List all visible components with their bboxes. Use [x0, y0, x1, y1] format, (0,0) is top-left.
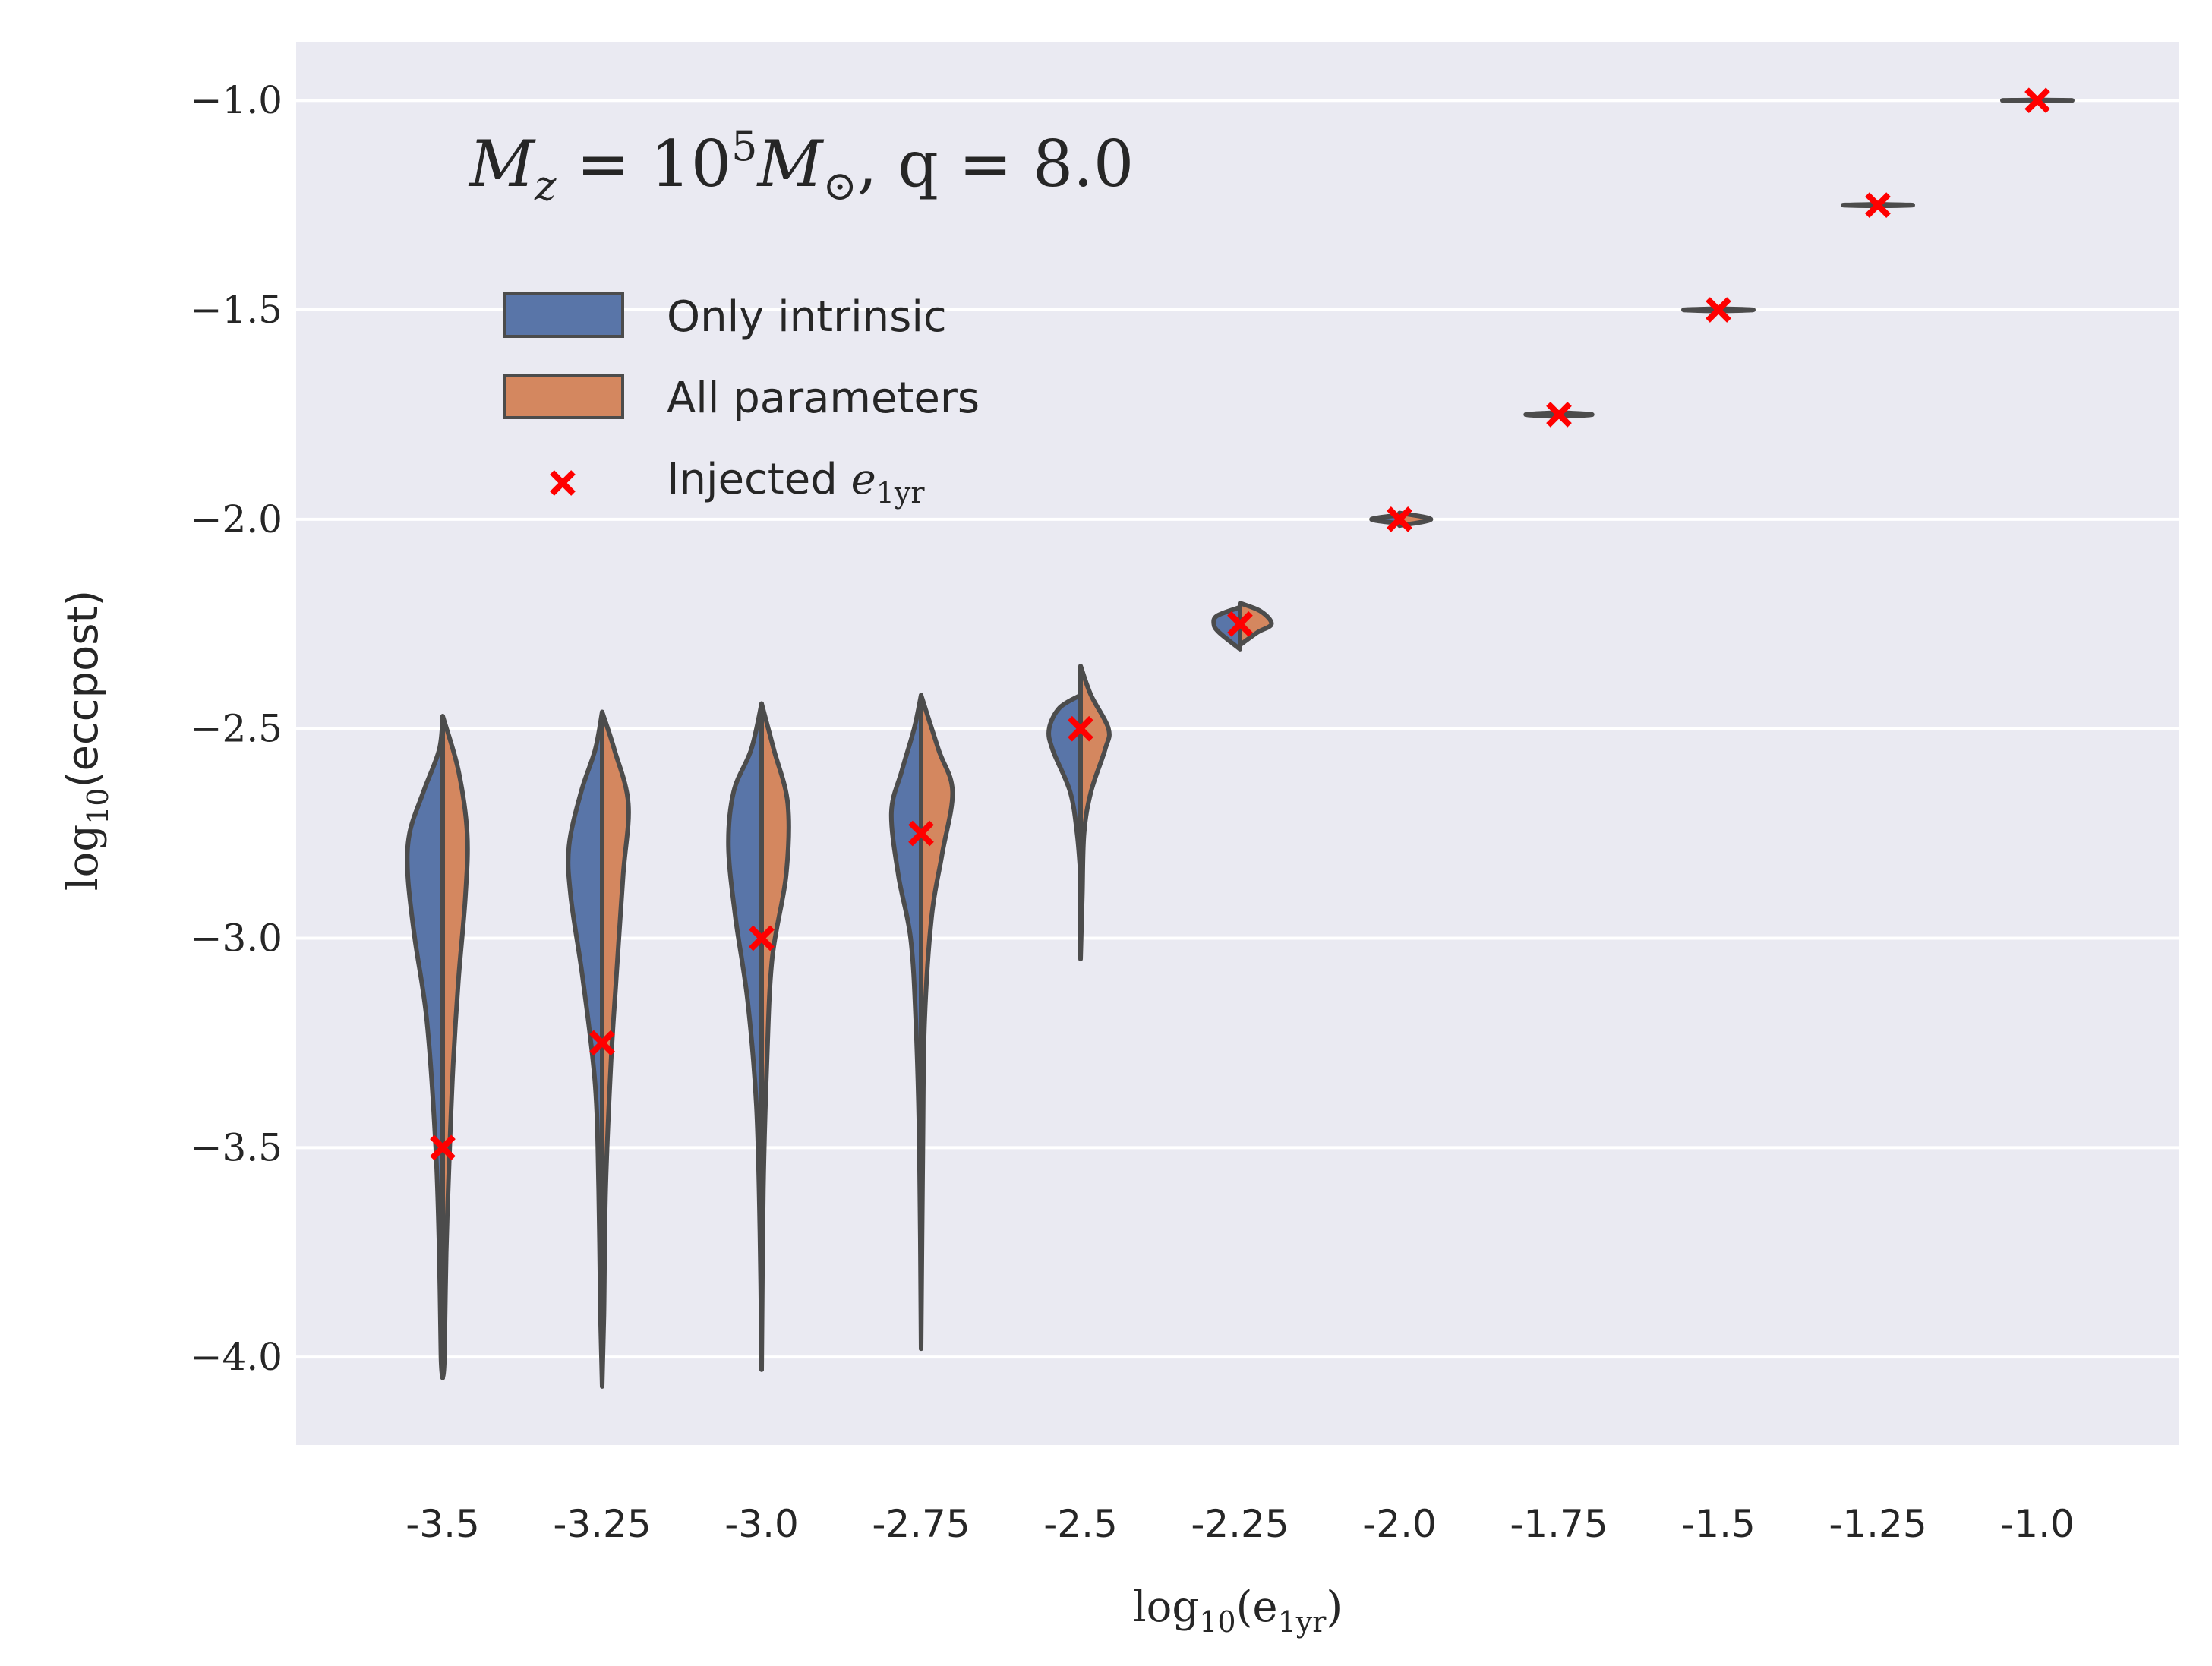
y-axis-label: log10(eccpost)	[58, 590, 115, 891]
injected-marker	[2024, 87, 2050, 114]
injected-marker	[908, 820, 934, 847]
x-tick-label: -1.25	[1829, 1502, 1926, 1546]
y-tick-label: −2.0	[191, 497, 282, 541]
plot-background	[296, 42, 2179, 1445]
legend-label-all-parameters: All parameters	[667, 374, 980, 423]
violin-half-all-parameters	[440, 714, 470, 1380]
legend-marker-injected	[550, 470, 576, 496]
injected-marker	[1387, 506, 1412, 532]
y-tick-label: −3.0	[191, 917, 282, 961]
x-tick-label: -3.0	[724, 1502, 799, 1546]
injected-marker	[1227, 611, 1253, 637]
y-tick-label: −3.5	[191, 1125, 282, 1169]
violin--2.75	[888, 693, 955, 1352]
violin-half-all-parameters	[1716, 306, 1756, 314]
injected-marker	[1068, 715, 1093, 742]
injected-marker	[430, 1134, 456, 1161]
x-tick-label: -2.75	[872, 1502, 970, 1546]
y-tick-label: −1.5	[191, 288, 282, 332]
violin-half-only-intrinsic	[405, 714, 445, 1380]
violin--1.5	[1681, 306, 1756, 314]
legend: Only intrinsic All parameters Injected e…	[503, 292, 980, 510]
legend-label-injected: Injected e1yr	[667, 455, 925, 510]
injected-marker	[589, 1030, 615, 1056]
violin--3.0	[726, 701, 791, 1372]
violin-half-all-parameters	[1876, 202, 1915, 209]
injected-markers	[430, 87, 2050, 1161]
x-tick-label: -2.0	[1362, 1502, 1437, 1546]
injected-marker	[1865, 192, 1891, 218]
injected-marker	[749, 925, 775, 951]
injected-marker	[1706, 297, 1731, 323]
injected-marker	[1546, 402, 1572, 428]
legend-label-only-intrinsic: Only intrinsic	[667, 292, 947, 342]
y-tick-label: −4.0	[191, 1335, 282, 1379]
x-tick-label: -1.5	[1681, 1502, 1756, 1546]
legend-swatch-only-intrinsic	[503, 292, 624, 338]
violin-half-only-intrinsic	[1841, 202, 1880, 209]
y-tick-label: −2.5	[191, 707, 282, 751]
violin--3.5	[405, 714, 470, 1380]
x-tick-labels: -3.5 -3.25 -3.0 -2.75 -2.5 -2.25 -2.0 -1.75 -1.5…	[405, 1502, 2075, 1546]
x-tick-label: -3.25	[553, 1502, 651, 1546]
violin-half-only-intrinsic	[2000, 97, 2040, 103]
x-tick-label: -3.5	[405, 1502, 480, 1546]
violin--3.25	[566, 709, 631, 1389]
violin-half-only-intrinsic	[566, 709, 604, 1389]
annotation-text: Mz = 105M⊙, q = 8.0	[468, 122, 1134, 210]
x-axis-label: log10(e1yr)	[1133, 1582, 1343, 1639]
x-tick-label: -1.0	[2000, 1502, 2075, 1546]
violin-half-only-intrinsic	[1681, 306, 1721, 314]
x-tick-label: -1.75	[1510, 1502, 1608, 1546]
x-tick-label: -2.5	[1043, 1502, 1118, 1546]
y-tick-label: −1.0	[191, 78, 282, 122]
violin-half-all-parameters	[2035, 97, 2075, 103]
legend-swatch-all-parameters	[503, 374, 624, 419]
x-tick-label: -2.25	[1191, 1502, 1289, 1546]
y-tick-labels: −1.0 −1.5 −2.0 −2.5 −3.0 −3.5 −4.0	[191, 78, 282, 1379]
